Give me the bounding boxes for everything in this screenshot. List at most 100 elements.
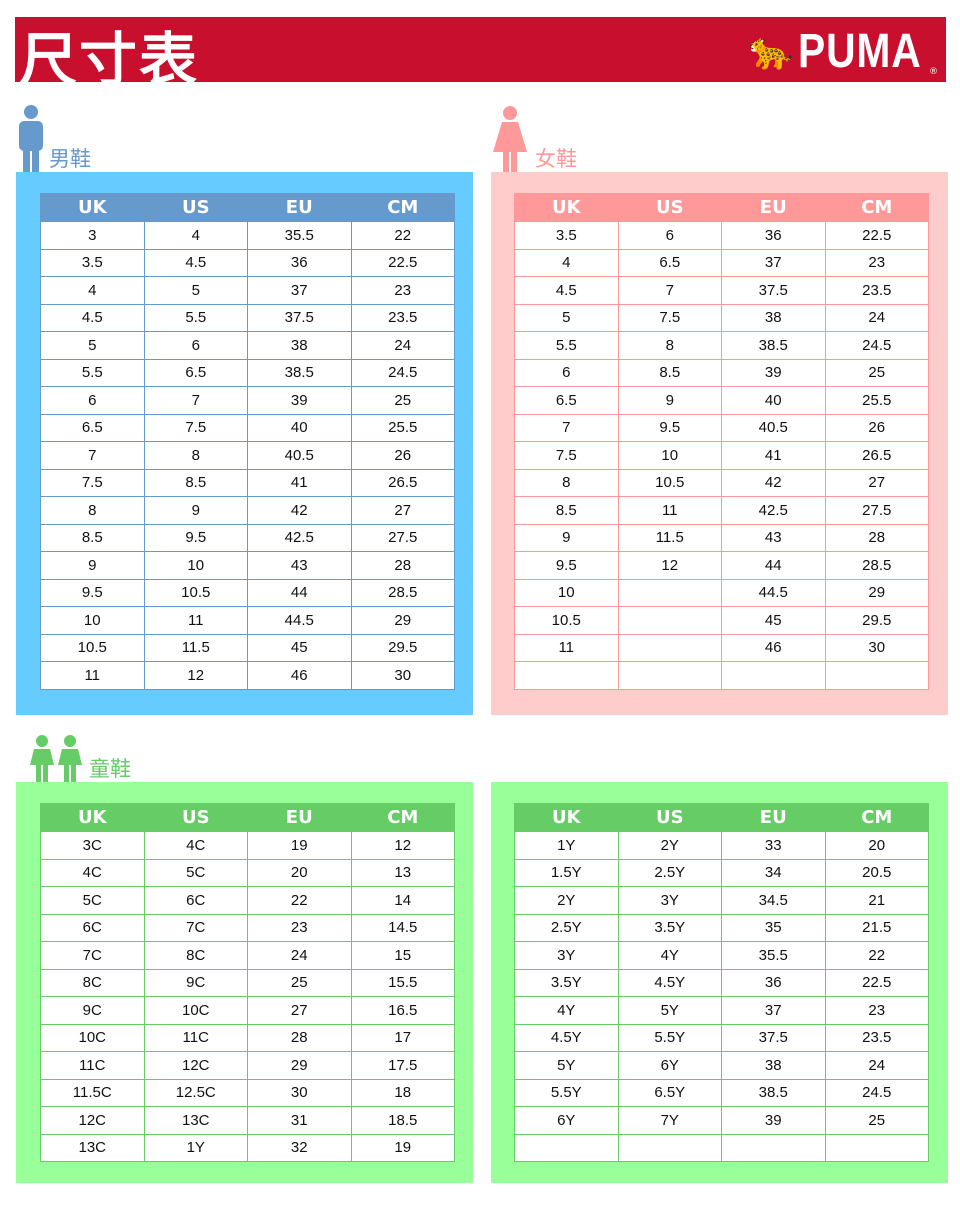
column-header-us: US: [617, 803, 722, 832]
size-cell-uk: 6C: [40, 913, 145, 942]
size-cell-us: 5: [143, 276, 248, 305]
size-cell-uk: 7: [40, 441, 145, 470]
size-cell-us: 7: [143, 386, 248, 415]
size-cell-eu: 38.5: [247, 358, 352, 387]
size-cell-eu: 38: [247, 331, 352, 360]
size-cell-cm: 26.5: [824, 441, 929, 470]
size-cell-uk: 5Y: [514, 1051, 619, 1080]
size-cell-eu: 38.5: [721, 331, 826, 360]
size-cell-us: 9.5: [617, 413, 722, 442]
table-row: 6.5 9 40 25.5: [514, 386, 929, 415]
size-cell-uk: 10: [514, 578, 619, 607]
table-row: 5 7.5 38 24: [514, 303, 929, 332]
size-cell-cm: 30: [824, 633, 929, 662]
table-row: 7 9.5 40.5 26: [514, 413, 929, 442]
size-cell-uk: 6: [40, 386, 145, 415]
size-cell-eu: 45: [247, 633, 352, 662]
size-cell-uk: 9C: [40, 996, 145, 1025]
size-cell-us: 7.5: [617, 303, 722, 332]
table-row: 6 8.5 39 25: [514, 358, 929, 387]
size-cell-uk: 4.5: [514, 276, 619, 305]
size-cell-cm: 29.5: [824, 606, 929, 635]
size-cell-us: [617, 661, 722, 690]
size-cell-cm: 12: [350, 831, 455, 860]
table-row: [514, 661, 929, 690]
table-row: 2Y 3Y 34.5 21: [514, 886, 929, 915]
size-cell-eu: 39: [721, 1106, 826, 1135]
size-cell-us: 7.5: [143, 413, 248, 442]
size-cell-eu: 46: [247, 661, 352, 690]
table-row: 10 11 44.5 29: [40, 606, 455, 635]
table-row: 13C 1Y 32 19: [40, 1133, 455, 1162]
table-row: 4.5 5.5 37.5 23.5: [40, 303, 455, 332]
size-cell-cm: [824, 1133, 929, 1162]
size-cell-uk: 11: [514, 633, 619, 662]
size-cell-eu: 29: [247, 1051, 352, 1080]
size-cell-cm: 29.5: [350, 633, 455, 662]
size-cell-eu: 38.5: [721, 1078, 826, 1107]
table-row: 5.5Y 6.5Y 38.5 24.5: [514, 1078, 929, 1107]
size-cell-us: 6: [617, 221, 722, 250]
size-cell-uk: 3.5: [514, 221, 619, 250]
size-cell-us: 12: [143, 661, 248, 690]
size-cell-us: [617, 633, 722, 662]
size-cell-eu: 28: [247, 1023, 352, 1052]
size-cell-us: 3.5Y: [617, 913, 722, 942]
size-cell-eu: 36: [721, 221, 826, 250]
size-cell-us: 4C: [143, 831, 248, 860]
size-cell-us: 8.5: [617, 358, 722, 387]
size-cell-eu: 44.5: [247, 606, 352, 635]
size-cell-uk: 13C: [40, 1133, 145, 1162]
kids-size-table: UK US EU CM 3C 4C 19 12 4C 5C 20 13 5C 6C 22 14 6C 7C 23 14…: [40, 803, 455, 1162]
column-header-us: US: [143, 193, 248, 222]
size-cell-cm: 24.5: [824, 331, 929, 360]
size-cell-cm: 28: [350, 551, 455, 580]
size-cell-cm: 28.5: [350, 578, 455, 607]
size-cell-eu: 23: [247, 913, 352, 942]
column-header-eu: EU: [721, 193, 826, 222]
size-cell-cm: 24.5: [824, 1078, 929, 1107]
size-cell-us: 7Y: [617, 1106, 722, 1135]
size-cell-uk: 7.5: [40, 468, 145, 497]
size-cell-uk: 3: [40, 221, 145, 250]
size-cell-eu: 43: [721, 523, 826, 552]
size-cell-uk: 11C: [40, 1051, 145, 1080]
size-cell-uk: 7: [514, 413, 619, 442]
size-cell-cm: 20: [824, 831, 929, 860]
size-cell-cm: 23.5: [824, 276, 929, 305]
size-cell-uk: 3C: [40, 831, 145, 860]
size-cell-cm: 21: [824, 886, 929, 915]
size-cell-eu: 37: [721, 248, 826, 277]
size-cell-eu: 39: [721, 358, 826, 387]
table-row: 8.5 9.5 42.5 27.5: [40, 523, 455, 552]
table-row: 11 46 30: [514, 633, 929, 662]
column-header-uk: UK: [40, 193, 145, 222]
size-cell-cm: 22.5: [824, 968, 929, 997]
size-cell-cm: 18.5: [350, 1106, 455, 1135]
header-banner: 尺寸表 🐆 PUMA ®: [15, 17, 946, 94]
page-title: 尺寸表: [19, 26, 200, 94]
table-row: 5Y 6Y 38 24: [514, 1051, 929, 1080]
size-cell-eu: 40.5: [247, 441, 352, 470]
size-cell-us: 1Y: [143, 1133, 248, 1162]
column-header-eu: EU: [721, 803, 826, 832]
size-cell-uk: 8: [40, 496, 145, 525]
size-cell-cm: 26: [824, 413, 929, 442]
size-cell-us: 5Y: [617, 996, 722, 1025]
man-icon: [19, 105, 43, 172]
size-cell-us: 6.5Y: [617, 1078, 722, 1107]
puma-cat-icon: 🐆: [748, 31, 794, 72]
table-row: 3.5 6 36 22.5: [514, 221, 929, 250]
size-cell-us: 8: [143, 441, 248, 470]
size-cell-cm: 23: [824, 248, 929, 277]
table-row: 4 6.5 37 23: [514, 248, 929, 277]
size-cell-cm: 27: [824, 468, 929, 497]
size-cell-cm: 28: [824, 523, 929, 552]
size-cell-uk: 3Y: [514, 941, 619, 970]
table-row: [514, 1133, 929, 1162]
size-cell-us: 10.5: [617, 468, 722, 497]
size-cell-eu: 40: [721, 386, 826, 415]
size-cell-uk: 4: [40, 276, 145, 305]
size-cell-uk: 10C: [40, 1023, 145, 1052]
table-row: 8.5 11 42.5 27.5: [514, 496, 929, 525]
